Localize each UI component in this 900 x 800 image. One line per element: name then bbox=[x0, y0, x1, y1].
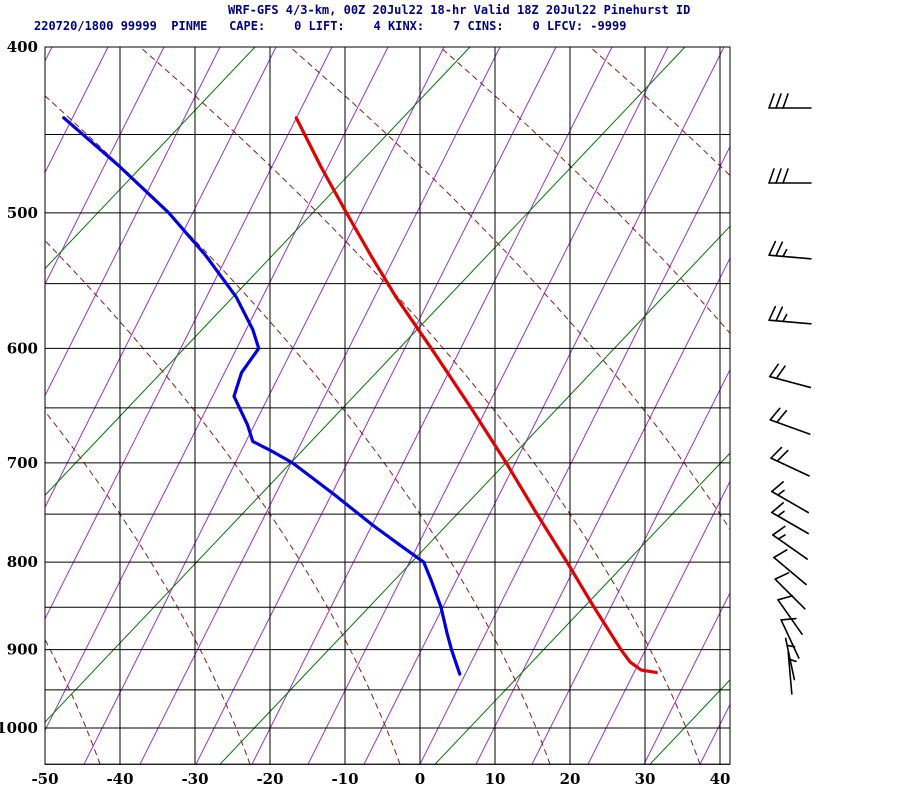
dry-adiabat-line bbox=[589, 47, 730, 177]
plot-border bbox=[44, 46, 731, 765]
moist-adiabat-line bbox=[45, 47, 256, 270]
wind-barb bbox=[777, 595, 803, 636]
wind-barb bbox=[768, 240, 812, 260]
temperature-tick-label: 40 bbox=[710, 770, 731, 788]
temperature-tick-label: -10 bbox=[331, 770, 358, 788]
temperature-tick-label: 30 bbox=[635, 770, 656, 788]
pressure-tick-label: 600 bbox=[7, 339, 38, 357]
wind-barb bbox=[771, 525, 809, 560]
skewt-background-lines bbox=[45, 47, 900, 765]
isotherm-line bbox=[756, 47, 900, 764]
isotherm-line bbox=[307, 47, 669, 765]
isotherm-line bbox=[531, 368, 730, 765]
temperature-tick-label: -30 bbox=[181, 770, 208, 788]
isotherm-line bbox=[45, 47, 109, 174]
pressure-tick-label: 400 bbox=[7, 38, 38, 56]
temperature-tick-label: -20 bbox=[256, 770, 283, 788]
moist-adiabat-line bbox=[649, 679, 730, 765]
dry-adiabat-line bbox=[740, 47, 900, 764]
wind-barb bbox=[768, 363, 812, 389]
temperature-tick-label: 10 bbox=[485, 770, 506, 788]
isotherm-line bbox=[251, 47, 613, 765]
wind-barb bbox=[773, 549, 807, 586]
axis-labels: 400 500 600 700 800 900 1000 -50 -40 -30 -20 -10 0 10… bbox=[0, 38, 730, 788]
isotherm-line bbox=[643, 591, 730, 765]
wind-barb bbox=[774, 571, 806, 610]
pressure-tick-label: 500 bbox=[7, 204, 38, 222]
isotherm-line bbox=[139, 47, 501, 765]
dry-adiabat-line bbox=[289, 47, 730, 531]
pressure-tick-label: 900 bbox=[7, 641, 38, 659]
isotherm-line bbox=[45, 47, 277, 509]
dry-adiabat-line bbox=[45, 239, 401, 765]
wind-barb bbox=[771, 481, 809, 514]
moist-adiabat-line bbox=[219, 225, 730, 765]
dry-adiabat-line bbox=[139, 47, 701, 765]
dry-adiabat-line bbox=[439, 47, 730, 334]
isotherm-line bbox=[45, 47, 333, 620]
wind-barb bbox=[787, 651, 797, 695]
moist-adiabat-line bbox=[45, 47, 471, 497]
isotherm-line bbox=[195, 47, 557, 765]
wind-barb-column bbox=[768, 93, 812, 695]
pressure-tick-label: 800 bbox=[7, 553, 38, 571]
isotherm-line bbox=[475, 257, 730, 765]
wind-barb bbox=[768, 93, 812, 109]
isotherm-line bbox=[45, 47, 389, 732]
wind-barb bbox=[769, 407, 811, 435]
dry-adiabat-line bbox=[45, 410, 251, 765]
chart-title: WRF-GFS 4/3-km, 00Z 20Jul22 18-hr Valid … bbox=[228, 3, 691, 17]
wind-barb bbox=[768, 305, 812, 325]
dewpoint-profile bbox=[62, 116, 462, 676]
wind-barb bbox=[771, 502, 809, 535]
isotherm-line bbox=[363, 47, 725, 765]
isotherm-line bbox=[83, 47, 445, 765]
pressure-tick-label: 1000 bbox=[0, 719, 38, 737]
isotherm-line bbox=[587, 480, 730, 765]
station-indices-line: 220720/1800 99999 PINME CAPE: 0 LIFT: 4 … bbox=[34, 19, 627, 33]
temperature-tick-label: 20 bbox=[560, 770, 581, 788]
temperature-profile bbox=[294, 116, 658, 675]
wind-barb bbox=[780, 617, 800, 659]
wind-barb bbox=[768, 168, 812, 184]
isotherm-line bbox=[45, 47, 165, 286]
temperature-tick-label: -40 bbox=[106, 770, 133, 788]
temperature-tick-label: 0 bbox=[415, 770, 425, 788]
moist-adiabat-line bbox=[434, 452, 730, 765]
temperature-tick-label: -50 bbox=[31, 770, 58, 788]
wind-barb bbox=[770, 446, 810, 477]
isotherm-line bbox=[419, 145, 730, 765]
pressure-tick-label: 700 bbox=[7, 454, 38, 472]
isotherm-line bbox=[45, 47, 221, 397]
